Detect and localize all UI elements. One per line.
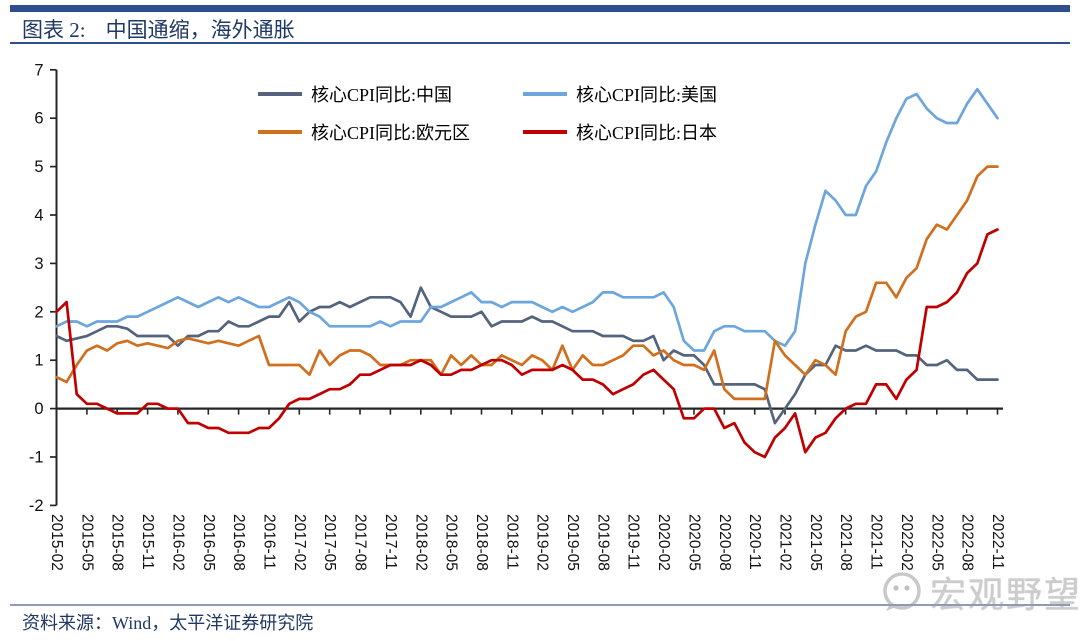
legend-swatch-eurozone: [258, 130, 302, 134]
legend-item-eurozone: 核心CPI同比:欧元区: [258, 122, 471, 143]
x-tick-label: 2016-02: [169, 514, 186, 571]
chart-number-label: 图表 2:: [22, 18, 86, 42]
y-tick-label: 6: [34, 110, 43, 128]
x-tick-label: 2018-08: [473, 514, 490, 571]
x-tick-label: 2016-08: [230, 514, 247, 571]
series-line-us: [55, 87, 999, 352]
x-tick-label: 2020-02: [655, 514, 672, 571]
legend-label-us: 核心CPI同比:美国: [576, 85, 718, 105]
x-tick-label: 2021-05: [807, 514, 824, 571]
y-tick-label: 4: [34, 207, 43, 225]
legend-swatch-china: [258, 92, 302, 96]
wechat-icon: [883, 572, 921, 611]
title-underline: [10, 42, 1070, 44]
x-tick-label: 2015-02: [48, 514, 65, 571]
x-tick-label: 2021-11: [868, 514, 885, 570]
x-tick-label: 2019-11: [625, 514, 642, 570]
x-tick-label: 2017-05: [321, 514, 338, 571]
x-tick-label: 2021-02: [777, 514, 794, 571]
x-tick-label: 2016-11: [261, 514, 278, 570]
y-tick-label: -1: [29, 449, 44, 467]
legend-item-us: 核心CPI同比:美国: [523, 84, 718, 105]
legend-item-china: 核心CPI同比:中国: [258, 84, 453, 105]
x-tick-label: 2018-02: [412, 514, 429, 571]
y-tick-label: 3: [34, 255, 43, 273]
watermark-text: 宏观野望: [930, 575, 1080, 615]
x-tick-label: 2022-05: [928, 514, 945, 571]
source-note: 资料来源：Wind，太平洋证券研究院: [22, 613, 314, 633]
x-tick-label: 2018-11: [503, 514, 520, 570]
chart-title-row: 图表 2: 中国通缩，海外通胀: [22, 14, 295, 44]
page-title: 中国通缩，海外通胀: [105, 18, 295, 42]
x-tick-label: 2016-05: [200, 514, 217, 571]
legend-label-china: 核心CPI同比:中国: [311, 85, 453, 105]
series-line-jp: [55, 228, 999, 459]
x-tick-label: 2019-08: [594, 514, 611, 571]
legend-label-japan: 核心CPI同比:日本: [576, 123, 718, 143]
x-tick-label: 2019-05: [564, 514, 581, 571]
y-tick-label: -2: [29, 497, 44, 515]
legend-swatch-japan: [523, 130, 567, 134]
x-tick-label: 2018-05: [443, 514, 460, 571]
legend-label-eurozone: 核心CPI同比:欧元区: [311, 123, 471, 143]
y-tick-label: 5: [34, 158, 43, 176]
x-tick-label: 2015-05: [78, 514, 95, 571]
y-tick-label: 1: [34, 352, 43, 370]
x-tick-label: 2022-02: [898, 514, 915, 571]
x-tick-label: 2021-08: [837, 514, 854, 571]
y-tick-label: 2: [34, 303, 43, 321]
x-tick-label: 2022-08: [959, 514, 976, 571]
x-tick-label: 2017-11: [382, 514, 399, 570]
top-accent-bar: [10, 5, 1070, 12]
x-tick-label: 2022-11: [989, 514, 1006, 570]
legend-item-japan: 核心CPI同比:日本: [523, 122, 718, 143]
x-tick-label: 2017-08: [352, 514, 369, 571]
footer-divider: [10, 604, 1070, 606]
x-tick-label: 2017-02: [291, 514, 308, 571]
series-line-ez: [55, 165, 999, 401]
x-tick-label: 2015-08: [109, 514, 126, 571]
x-tick-label: 2020-11: [746, 514, 763, 570]
x-tick-label: 2015-11: [139, 514, 156, 570]
y-tick-label: 7: [34, 61, 43, 79]
y-tick-label: 0: [34, 400, 43, 418]
x-tick-label: 2020-08: [716, 514, 733, 571]
legend-swatch-us: [523, 92, 567, 96]
x-tick-label: 2019-02: [534, 514, 551, 571]
x-tick-label: 2020-05: [686, 514, 703, 571]
watermark: 宏观野望: [876, 566, 1080, 618]
